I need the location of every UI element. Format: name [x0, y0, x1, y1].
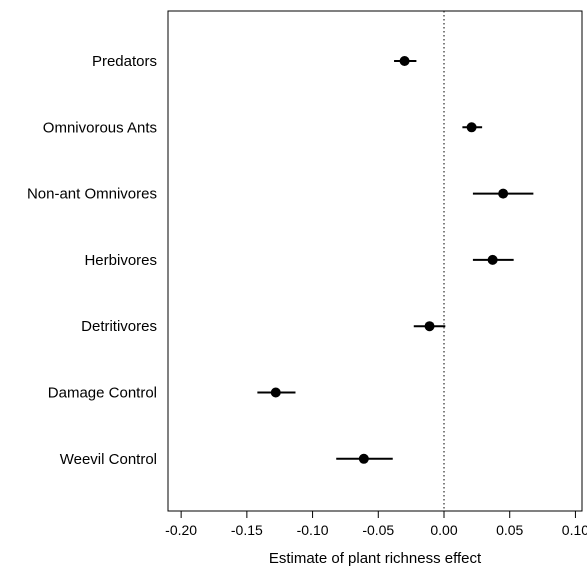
x-tick-label: -0.10	[297, 522, 329, 538]
plot-frame	[167, 10, 583, 512]
x-tick-label: 0.05	[496, 522, 523, 538]
estimate-point	[358, 453, 369, 464]
x-axis: -0.20 -0.15 -0.10 -0.05 0.00 0.05 0.10	[165, 511, 587, 538]
category-labels: Predators Omnivorous Ants Non-ant Omnivore…	[27, 53, 157, 468]
x-tick-label: 0.10	[562, 522, 587, 538]
category-label: Damage Control	[48, 385, 157, 402]
category-label: Non-ant Omnivores	[27, 186, 157, 203]
estimate-point	[487, 254, 498, 265]
x-tick-label: -0.05	[362, 522, 394, 538]
x-axis-title: Estimate of plant richness effect	[269, 550, 482, 567]
estimate-point	[498, 188, 509, 199]
estimates-with-intervals	[257, 56, 534, 464]
estimate-point	[270, 387, 281, 398]
estimate-point	[424, 321, 435, 332]
estimate-point	[399, 56, 410, 66]
x-tick-label: -0.15	[231, 522, 263, 538]
x-tick-label: -0.20	[165, 522, 197, 538]
category-label: Weevil Control	[60, 451, 157, 468]
category-label: Predators	[92, 53, 157, 70]
category-label: Omnivorous Ants	[43, 119, 157, 136]
x-tick-label: 0.00	[430, 522, 457, 538]
estimate-point	[466, 122, 477, 133]
category-label: Herbivores	[84, 252, 157, 269]
category-label: Detritivores	[81, 318, 157, 335]
